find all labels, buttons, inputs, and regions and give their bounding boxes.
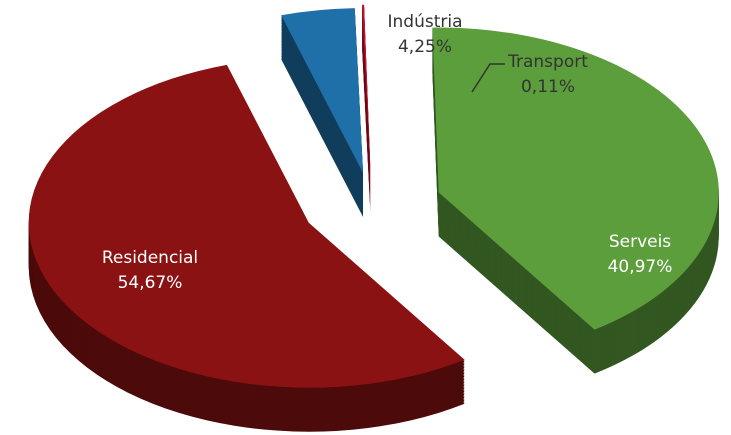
slice-depth-layer <box>362 42 371 208</box>
slice-value-label: 54,67% <box>118 273 183 293</box>
slice-depth-layer <box>362 27 371 193</box>
slice-depth-layer <box>362 15 371 181</box>
slice-value-label: 0,11% <box>521 77 575 97</box>
slice-depth-layer <box>362 5 371 171</box>
slice-depth-layer <box>362 47 371 213</box>
slice-depth-layer <box>362 12 371 178</box>
slice-depth-layer <box>362 18 371 184</box>
slice-depth-layer <box>362 23 371 189</box>
slice-depth-layer <box>362 33 371 199</box>
slice-depth-layer <box>362 45 371 211</box>
slice-depth-layer <box>362 20 371 186</box>
slice-depth-layer <box>362 48 371 214</box>
slice-value-label: 4,25% <box>398 37 452 57</box>
slice-depth-layer <box>362 9 371 175</box>
slice-depth-layer <box>362 38 371 204</box>
slice-depth-layer <box>362 30 371 196</box>
slice-label: Indústria <box>387 12 462 32</box>
slice-depth-layer <box>362 6 371 172</box>
slice-side <box>362 5 371 214</box>
slice-depth-layer <box>362 35 371 201</box>
slice-value-label: 40,97% <box>608 257 673 277</box>
slices <box>28 4 719 432</box>
slice-depth-layer <box>362 36 371 202</box>
slice <box>432 27 719 330</box>
slice-depth-layer <box>362 17 371 183</box>
slice-depth-layer <box>362 39 371 205</box>
slice-depth-layer <box>362 11 371 177</box>
slice-depth-layer <box>362 44 371 210</box>
slice-depth-layer <box>362 24 371 190</box>
labels: Indústria 4,25% Transport 0,11% Serveis 40,97… <box>102 12 673 293</box>
slice <box>281 8 364 174</box>
slice-depth-layer <box>362 41 371 207</box>
slice-depth-layer <box>362 8 371 174</box>
slice <box>362 4 371 170</box>
slice-depth-layer <box>362 14 371 180</box>
slice-depth-layer <box>362 32 371 198</box>
slice-depth-layer <box>362 29 371 195</box>
slice-depth-layer <box>362 21 371 187</box>
slice-label: Residencial <box>102 248 198 268</box>
slice-depth-layer <box>362 26 371 192</box>
slice <box>28 64 465 388</box>
slice-label: Serveis <box>609 232 671 252</box>
slice-label: Transport <box>507 52 588 72</box>
leader-line <box>471 63 505 93</box>
